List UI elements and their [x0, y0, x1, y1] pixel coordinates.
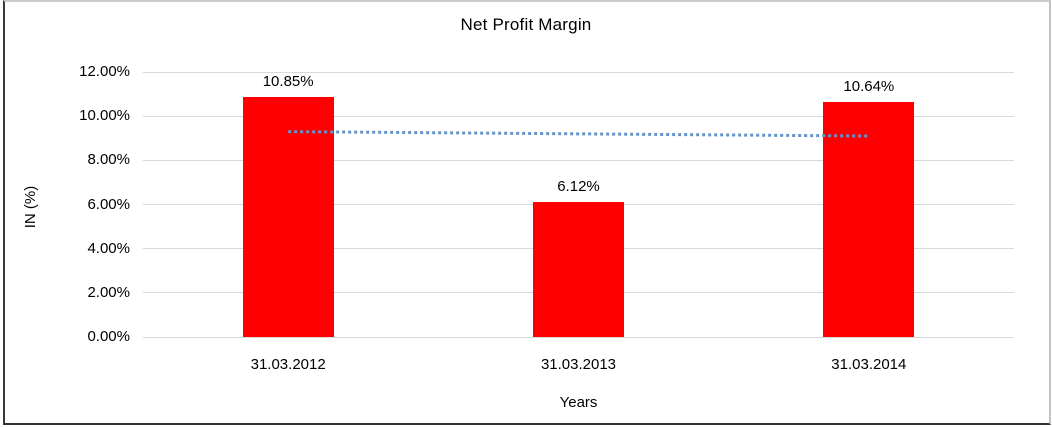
gridline — [143, 159, 1014, 161]
y-tick-label: 10.00% — [79, 107, 130, 125]
trendline — [288, 130, 869, 138]
y-tick-label: 8.00% — [87, 151, 130, 169]
y-tick-label: 6.00% — [87, 195, 130, 213]
x-tick-label: 31.03.2013 — [540, 356, 617, 373]
y-tick-label: 12.00% — [79, 63, 130, 80]
bar — [823, 102, 915, 337]
gridline — [143, 336, 1014, 338]
chart-title: Net Profit Margin — [460, 15, 592, 34]
x-tick-label: 31.03.2012 — [250, 356, 326, 373]
bar-value-label: 6.12% — [557, 177, 600, 195]
gridline — [143, 71, 1014, 73]
bar — [533, 201, 624, 337]
x-axis-title: Years — [559, 394, 598, 411]
y-tick-label: 2.00% — [87, 283, 130, 301]
bar — [242, 97, 334, 337]
plot-area: 10.85% 6.12% 10.64% — [143, 71, 1014, 338]
bar-value-label: 10.64% — [843, 78, 895, 96]
y-tick-label: 0.00% — [87, 328, 130, 345]
y-tick-label: 4.00% — [87, 239, 130, 257]
gridline — [143, 115, 1014, 117]
bar-value-label: 10.85% — [262, 73, 314, 91]
x-tick-label: 31.03.2014 — [831, 356, 907, 373]
